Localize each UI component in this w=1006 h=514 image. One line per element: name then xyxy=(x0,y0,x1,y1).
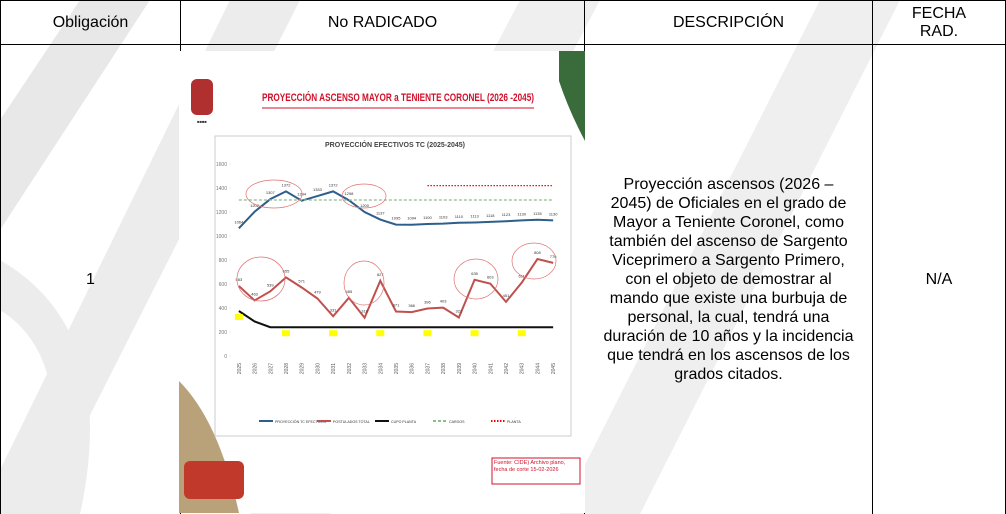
y-tick-label: 200 xyxy=(219,330,228,336)
x-tick-label: 2042 xyxy=(504,363,510,374)
y-tick-label: 1200 xyxy=(216,210,227,216)
page: Obligación No RADICADO DESCRIPCIÓN FECHA… xyxy=(0,0,1006,514)
x-tick-label: 2036 xyxy=(410,363,416,374)
x-tick-label: 2028 xyxy=(284,363,290,374)
data-label: 1094 xyxy=(407,216,417,221)
emblem xyxy=(191,79,213,115)
x-tick-label: 2025 xyxy=(237,363,243,374)
source-fo: Fuente: CIDE) Archivo plano, fecha de co… xyxy=(494,460,579,484)
data-label: 485 xyxy=(346,289,353,294)
data-label: 463 xyxy=(251,291,258,296)
legend-label: PLANTA xyxy=(507,420,521,424)
data-label: 776 xyxy=(550,254,557,259)
source: Fuente: CIDE) Archivo plano, fecha de co… xyxy=(494,460,579,474)
x-tick-label: 2040 xyxy=(473,363,479,374)
data-label: 603 xyxy=(487,275,494,280)
data-label: 321 xyxy=(456,308,463,313)
x-tick-label: 2030 xyxy=(315,363,321,374)
y-tick-label: 1400 xyxy=(216,186,227,192)
header-cell: DESCRIPCIÓN xyxy=(584,0,873,45)
data-label: 808 xyxy=(534,250,541,255)
data-label: 1100 xyxy=(423,215,432,220)
data-label: 371 xyxy=(393,302,400,307)
label-highlight xyxy=(376,330,384,336)
x-tick-label: 2032 xyxy=(347,363,353,374)
x-tick-label: 2027 xyxy=(268,363,274,374)
x-tick-label: 2043 xyxy=(520,363,526,374)
slide-title: PROYECCIÓN ASCENSO MAYOR a TENIENTE CORO… xyxy=(262,91,534,104)
y-tick-label: 800 xyxy=(219,258,228,264)
data-label: 583 xyxy=(236,277,243,282)
header-cell: FECHA RAD. xyxy=(872,0,1006,45)
data-label: 1372 xyxy=(282,182,292,187)
data-label: 1137 xyxy=(376,211,385,216)
header-cell: Obligación xyxy=(0,0,181,45)
header-cell: No RADICADO xyxy=(180,0,585,45)
x-tick-label: 2038 xyxy=(441,363,447,374)
legend-label: CUPO PLANTA xyxy=(391,420,417,424)
data-label: 396 xyxy=(424,299,431,304)
data-label: 1307 xyxy=(266,190,276,195)
data-label: 1200 xyxy=(360,203,370,208)
label-highlight xyxy=(329,330,337,336)
data-label: 1103 xyxy=(439,215,448,220)
data-label: 1064 xyxy=(234,219,244,224)
x-tick-label: 2029 xyxy=(300,363,306,374)
fecha-cell: N/A xyxy=(872,44,1006,514)
logo xyxy=(184,461,244,499)
data-label: 1135 xyxy=(533,211,542,216)
y-tick-label: 400 xyxy=(219,306,228,312)
data-label: 571 xyxy=(298,278,305,283)
data-label: 1130 xyxy=(549,211,558,216)
x-tick-label: 2026 xyxy=(253,363,259,374)
data-label: 539 xyxy=(267,282,274,287)
data-label: 403 xyxy=(440,299,447,304)
data-label: 1130 xyxy=(517,211,526,216)
data-label: 1372 xyxy=(329,182,339,187)
data-label: 1113 xyxy=(470,213,479,218)
data-label: 331 xyxy=(330,307,337,312)
data-label: 1095 xyxy=(392,216,402,221)
x-tick-label: 2037 xyxy=(425,363,431,374)
data-label: 1110 xyxy=(455,214,464,219)
legend-label: CARGOS xyxy=(449,420,465,424)
label-highlight xyxy=(471,330,479,336)
label-highlight xyxy=(423,330,431,336)
slide-image: ■■■■ PROYECCIÓN ASCENSO MAYOR a TENIENTE… xyxy=(179,51,585,513)
data-label: 1123 xyxy=(502,212,511,217)
legend-label: POSTULADOS TOTAL xyxy=(333,420,370,424)
x-tick-label: 2034 xyxy=(378,363,384,374)
y-tick-label: 1000 xyxy=(216,234,227,240)
label-highlight xyxy=(282,330,290,336)
x-tick-label: 2031 xyxy=(331,363,337,374)
x-tick-label: 2039 xyxy=(457,363,463,374)
data-label: 1333 xyxy=(313,187,323,192)
x-tick-label: 2033 xyxy=(363,363,369,374)
data-label: 635 xyxy=(471,271,478,276)
emblem-caption: ■■■■ xyxy=(197,119,207,124)
data-label: 479 xyxy=(314,290,321,295)
data-label: 319 xyxy=(361,309,368,314)
y-tick-label: 1600 xyxy=(216,162,227,168)
x-tick-label: 2045 xyxy=(551,363,557,374)
chart-title: PROYECCIÓN EFECTIVOS TC (2025-2045) xyxy=(325,140,465,149)
data-label: 451 xyxy=(503,293,510,298)
label-highlight xyxy=(235,314,243,320)
label-highlight xyxy=(518,330,526,336)
data-label: 1118 xyxy=(486,213,495,218)
y-tick-label: 0 xyxy=(224,354,227,360)
data-label: 1298 xyxy=(344,191,354,196)
x-tick-label: 2041 xyxy=(488,363,494,374)
y-tick-label: 600 xyxy=(219,282,228,288)
description-cell: Proyección ascensos (2026 – 2045) de Ofi… xyxy=(584,44,873,514)
data-label: 366 xyxy=(408,303,415,308)
x-tick-label: 2035 xyxy=(394,363,400,374)
x-tick-label: 2044 xyxy=(535,363,541,374)
obligacion-cell: 1 xyxy=(0,44,181,514)
data-label: 1202 xyxy=(250,203,260,208)
